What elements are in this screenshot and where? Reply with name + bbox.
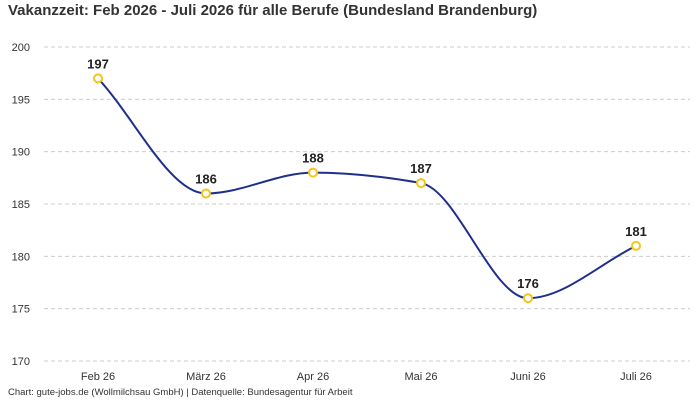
series-line-group: [97, 77, 637, 300]
y-tick-label: 180: [12, 251, 30, 263]
x-axis-ticks: Feb 26 März 26 Apr 26 Mai 26 Juni 26 Juli 26: [81, 371, 652, 383]
data-label: 181: [625, 224, 647, 239]
x-tick-label: Juli 26: [620, 371, 652, 383]
data-point: [93, 73, 103, 84]
data-point: [308, 167, 318, 178]
data-label: 188: [302, 151, 324, 166]
x-tick-label: Mai 26: [404, 371, 437, 383]
y-tick-label: 185: [12, 199, 30, 211]
y-tick-label: 195: [12, 94, 30, 106]
data-label: 197: [87, 56, 109, 71]
chart-title: Vakanzzeit: Feb 2026 - Juli 2026 für all…: [8, 2, 538, 19]
grid-lines: [44, 46, 690, 362]
data-labels: 197 186 188 187 176 181: [87, 56, 647, 291]
data-point: [631, 240, 641, 251]
x-tick-label: Apr 26: [297, 371, 329, 383]
data-label: 176: [517, 276, 539, 291]
y-tick-label: 200: [12, 42, 30, 54]
x-tick-label: Juni 26: [510, 371, 545, 383]
y-tick-label: 170: [12, 356, 30, 368]
data-points: [93, 73, 641, 304]
data-point: [416, 178, 426, 189]
chart-source-note: Chart: gute-jobs.de (Wollmilchsau GmbH) …: [8, 387, 353, 398]
y-axis-ticks: 170 175 180 185 190 195 200: [12, 42, 30, 368]
series-line: [97, 77, 637, 300]
y-tick-label: 190: [12, 147, 30, 159]
x-tick-label: Feb 26: [81, 371, 115, 383]
data-label: 187: [410, 161, 432, 176]
data-point: [523, 293, 533, 304]
data-point: [201, 188, 211, 199]
y-tick-label: 175: [12, 304, 30, 316]
data-label: 186: [195, 172, 217, 187]
x-tick-label: März 26: [186, 371, 226, 383]
